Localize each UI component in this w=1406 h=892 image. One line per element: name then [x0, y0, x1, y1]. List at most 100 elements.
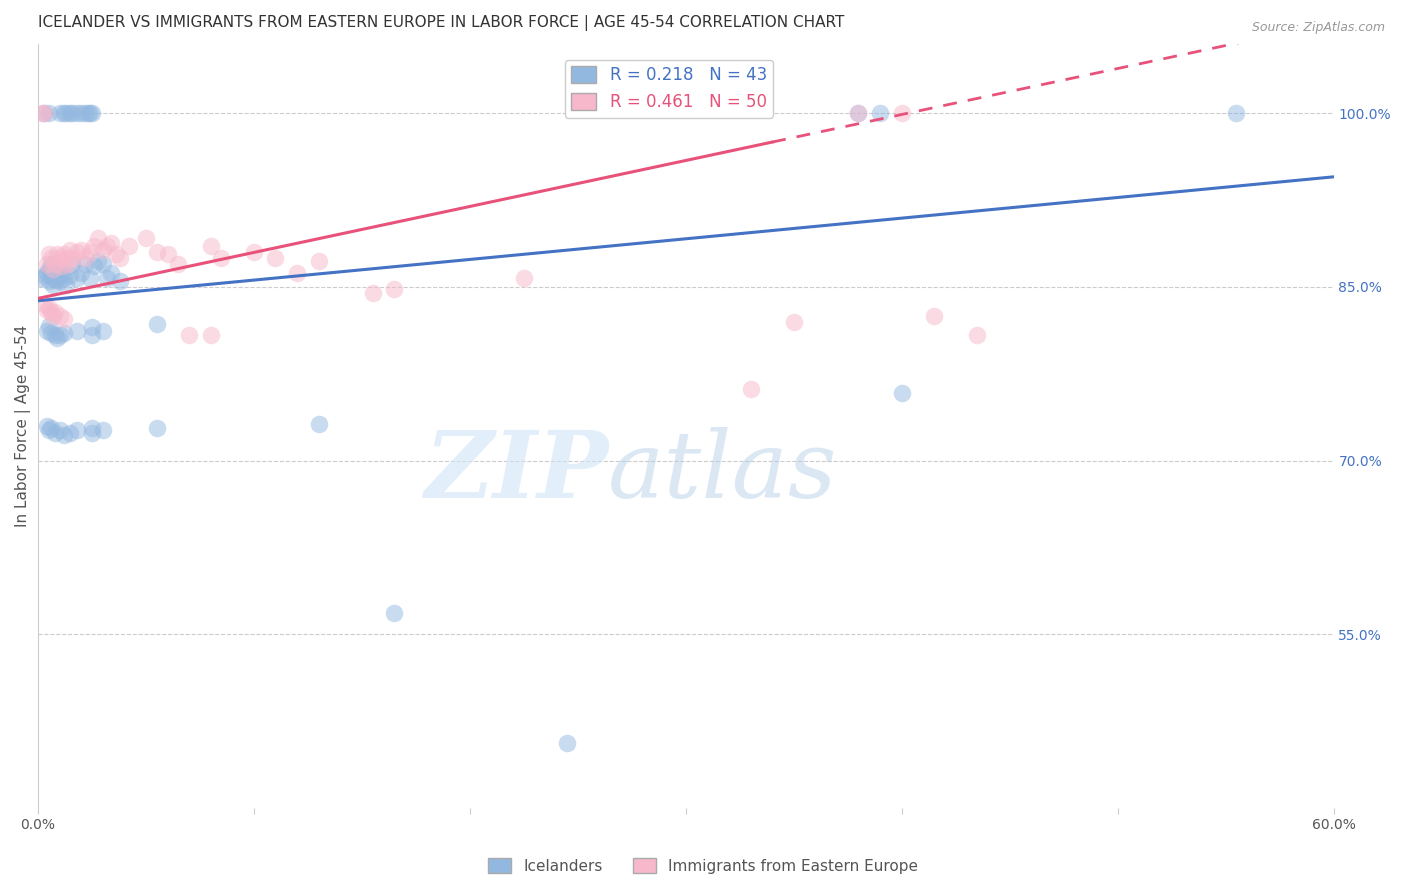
- Point: [145, 421, 167, 435]
- Point: [79, 245, 101, 260]
- Point: [890, 106, 912, 120]
- Point: [80, 328, 103, 343]
- Point: [211, 251, 233, 265]
- Point: [177, 328, 200, 343]
- Point: [42, 270, 65, 285]
- Point: [34, 106, 56, 120]
- Point: [869, 106, 891, 120]
- Point: [382, 607, 405, 621]
- Point: [35, 418, 58, 433]
- Point: [79, 270, 101, 285]
- Point: [108, 251, 131, 265]
- Text: atlas: atlas: [607, 426, 838, 516]
- Point: [52, 106, 75, 120]
- Point: [62, 257, 84, 271]
- Point: [100, 235, 122, 250]
- Point: [80, 425, 103, 440]
- Point: [145, 317, 167, 331]
- Point: [55, 277, 77, 292]
- Point: [91, 257, 114, 271]
- Point: [51, 259, 73, 273]
- Point: [783, 315, 806, 329]
- Point: [104, 247, 127, 261]
- Point: [66, 270, 89, 285]
- Point: [59, 268, 82, 283]
- Point: [42, 309, 65, 323]
- Point: [75, 251, 97, 265]
- Point: [80, 421, 103, 435]
- Point: [555, 736, 578, 750]
- Point: [56, 257, 79, 271]
- Point: [75, 257, 97, 271]
- Point: [55, 106, 77, 120]
- Point: [156, 247, 179, 261]
- Point: [308, 417, 330, 431]
- Point: [117, 239, 139, 253]
- Point: [38, 424, 60, 438]
- Point: [34, 297, 56, 311]
- Point: [44, 328, 66, 343]
- Point: [55, 251, 77, 265]
- Point: [39, 305, 62, 319]
- Point: [91, 243, 114, 257]
- Text: Source: ZipAtlas.com: Source: ZipAtlas.com: [1251, 21, 1385, 35]
- Point: [66, 424, 89, 438]
- Point: [361, 285, 384, 300]
- Point: [87, 254, 110, 268]
- Point: [38, 301, 60, 315]
- Point: [39, 326, 62, 341]
- Point: [46, 259, 69, 273]
- Point: [44, 266, 66, 280]
- Point: [59, 106, 82, 120]
- Point: [80, 320, 103, 334]
- Point: [66, 106, 89, 120]
- Point: [42, 262, 65, 277]
- Point: [83, 239, 105, 253]
- Point: [46, 331, 69, 345]
- Point: [890, 386, 912, 401]
- Point: [740, 382, 762, 396]
- Point: [38, 106, 60, 120]
- Point: [35, 303, 58, 318]
- Point: [100, 266, 122, 280]
- Point: [66, 245, 89, 260]
- Point: [48, 266, 70, 280]
- Point: [48, 328, 70, 343]
- Point: [70, 106, 93, 120]
- Point: [87, 231, 110, 245]
- Point: [59, 243, 82, 257]
- Point: [1225, 106, 1247, 120]
- Point: [35, 266, 58, 280]
- Point: [48, 424, 70, 438]
- Point: [264, 251, 287, 265]
- Y-axis label: In Labor Force | Age 45-54: In Labor Force | Age 45-54: [15, 325, 31, 527]
- Point: [80, 106, 103, 120]
- Point: [39, 421, 62, 435]
- Point: [38, 319, 60, 334]
- Point: [44, 425, 66, 440]
- Text: ZIP: ZIP: [423, 426, 607, 516]
- Point: [34, 106, 56, 120]
- Point: [382, 282, 405, 296]
- Point: [79, 106, 101, 120]
- Point: [200, 328, 222, 343]
- Legend: R = 0.218   N = 43, R = 0.461   N = 50: R = 0.218 N = 43, R = 0.461 N = 50: [564, 60, 773, 118]
- Point: [39, 257, 62, 271]
- Point: [44, 273, 66, 287]
- Point: [44, 305, 66, 319]
- Point: [922, 309, 945, 323]
- Point: [34, 268, 56, 283]
- Text: ICELANDER VS IMMIGRANTS FROM EASTERN EUROPE IN LABOR FORCE | AGE 45-54 CORRELATI: ICELANDER VS IMMIGRANTS FROM EASTERN EUR…: [38, 15, 845, 31]
- Point: [848, 106, 870, 120]
- Point: [513, 270, 536, 285]
- Point: [38, 274, 60, 288]
- Legend: Icelanders, Immigrants from Eastern Europe: Icelanders, Immigrants from Eastern Euro…: [482, 852, 924, 880]
- Point: [48, 309, 70, 323]
- Point: [52, 428, 75, 442]
- Point: [83, 259, 105, 273]
- Point: [51, 268, 73, 283]
- Point: [167, 257, 190, 271]
- Point: [35, 324, 58, 338]
- Point: [62, 251, 84, 265]
- Point: [848, 106, 870, 120]
